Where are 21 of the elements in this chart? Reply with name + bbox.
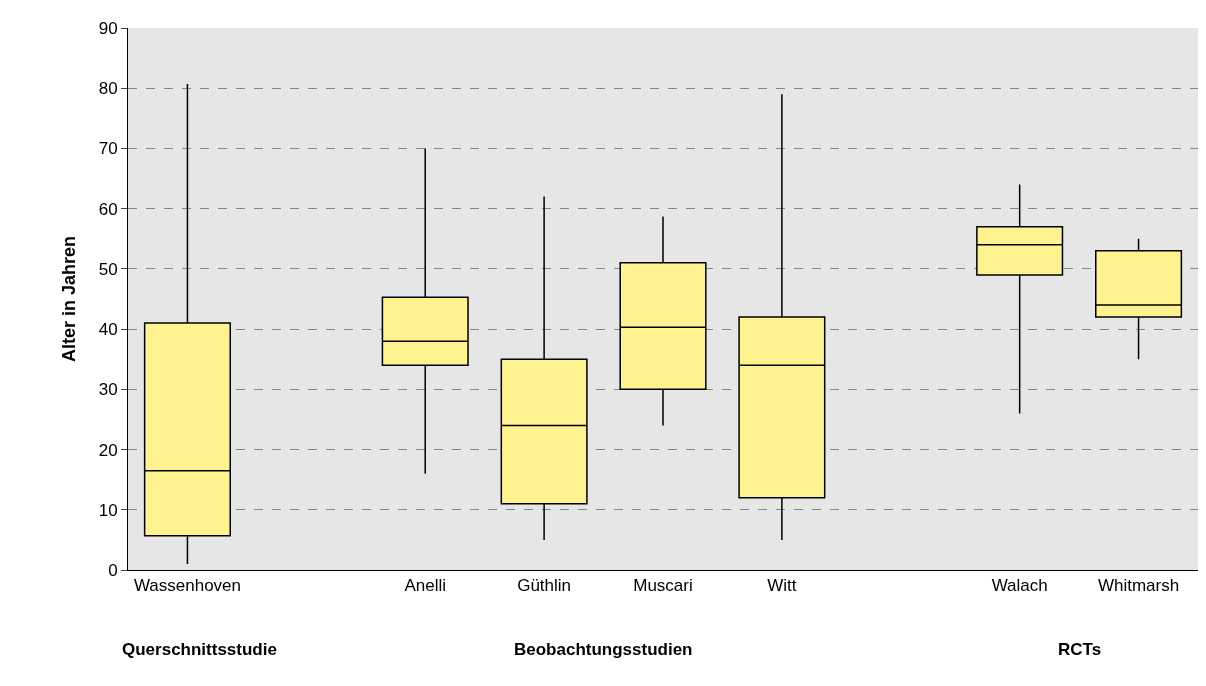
x-tick-label: Wassenhoven [133,576,241,596]
text: Querschnittsstudie [122,640,277,659]
y-tick-label: 80 [98,79,118,99]
y-tick-label: 10 [98,500,118,520]
x-tick-label: Güthlin [517,576,572,596]
y-tick-label: 0 [108,560,118,580]
x-tick-label: Witt [767,576,797,596]
x-tick-label: Anelli [404,576,447,596]
text: Beobachtungsstudien [514,640,693,659]
y-tick-label: 50 [98,259,118,279]
text: RCTs [1058,640,1102,659]
y-tick-label: 60 [98,199,118,219]
y-tick-label: 40 [98,320,118,340]
y-tick-label: 70 [98,139,118,159]
y-tick-label: 20 [98,440,118,460]
y-tick-label: 30 [98,380,118,400]
x-tick-label: Whitmarsh [1097,576,1180,596]
x-tick-label: Muscari [633,576,693,596]
y-tick-label: 90 [98,18,118,38]
y-axis-title: Alter in Jahren [58,235,79,363]
x-tick-label: Walach [991,576,1048,596]
